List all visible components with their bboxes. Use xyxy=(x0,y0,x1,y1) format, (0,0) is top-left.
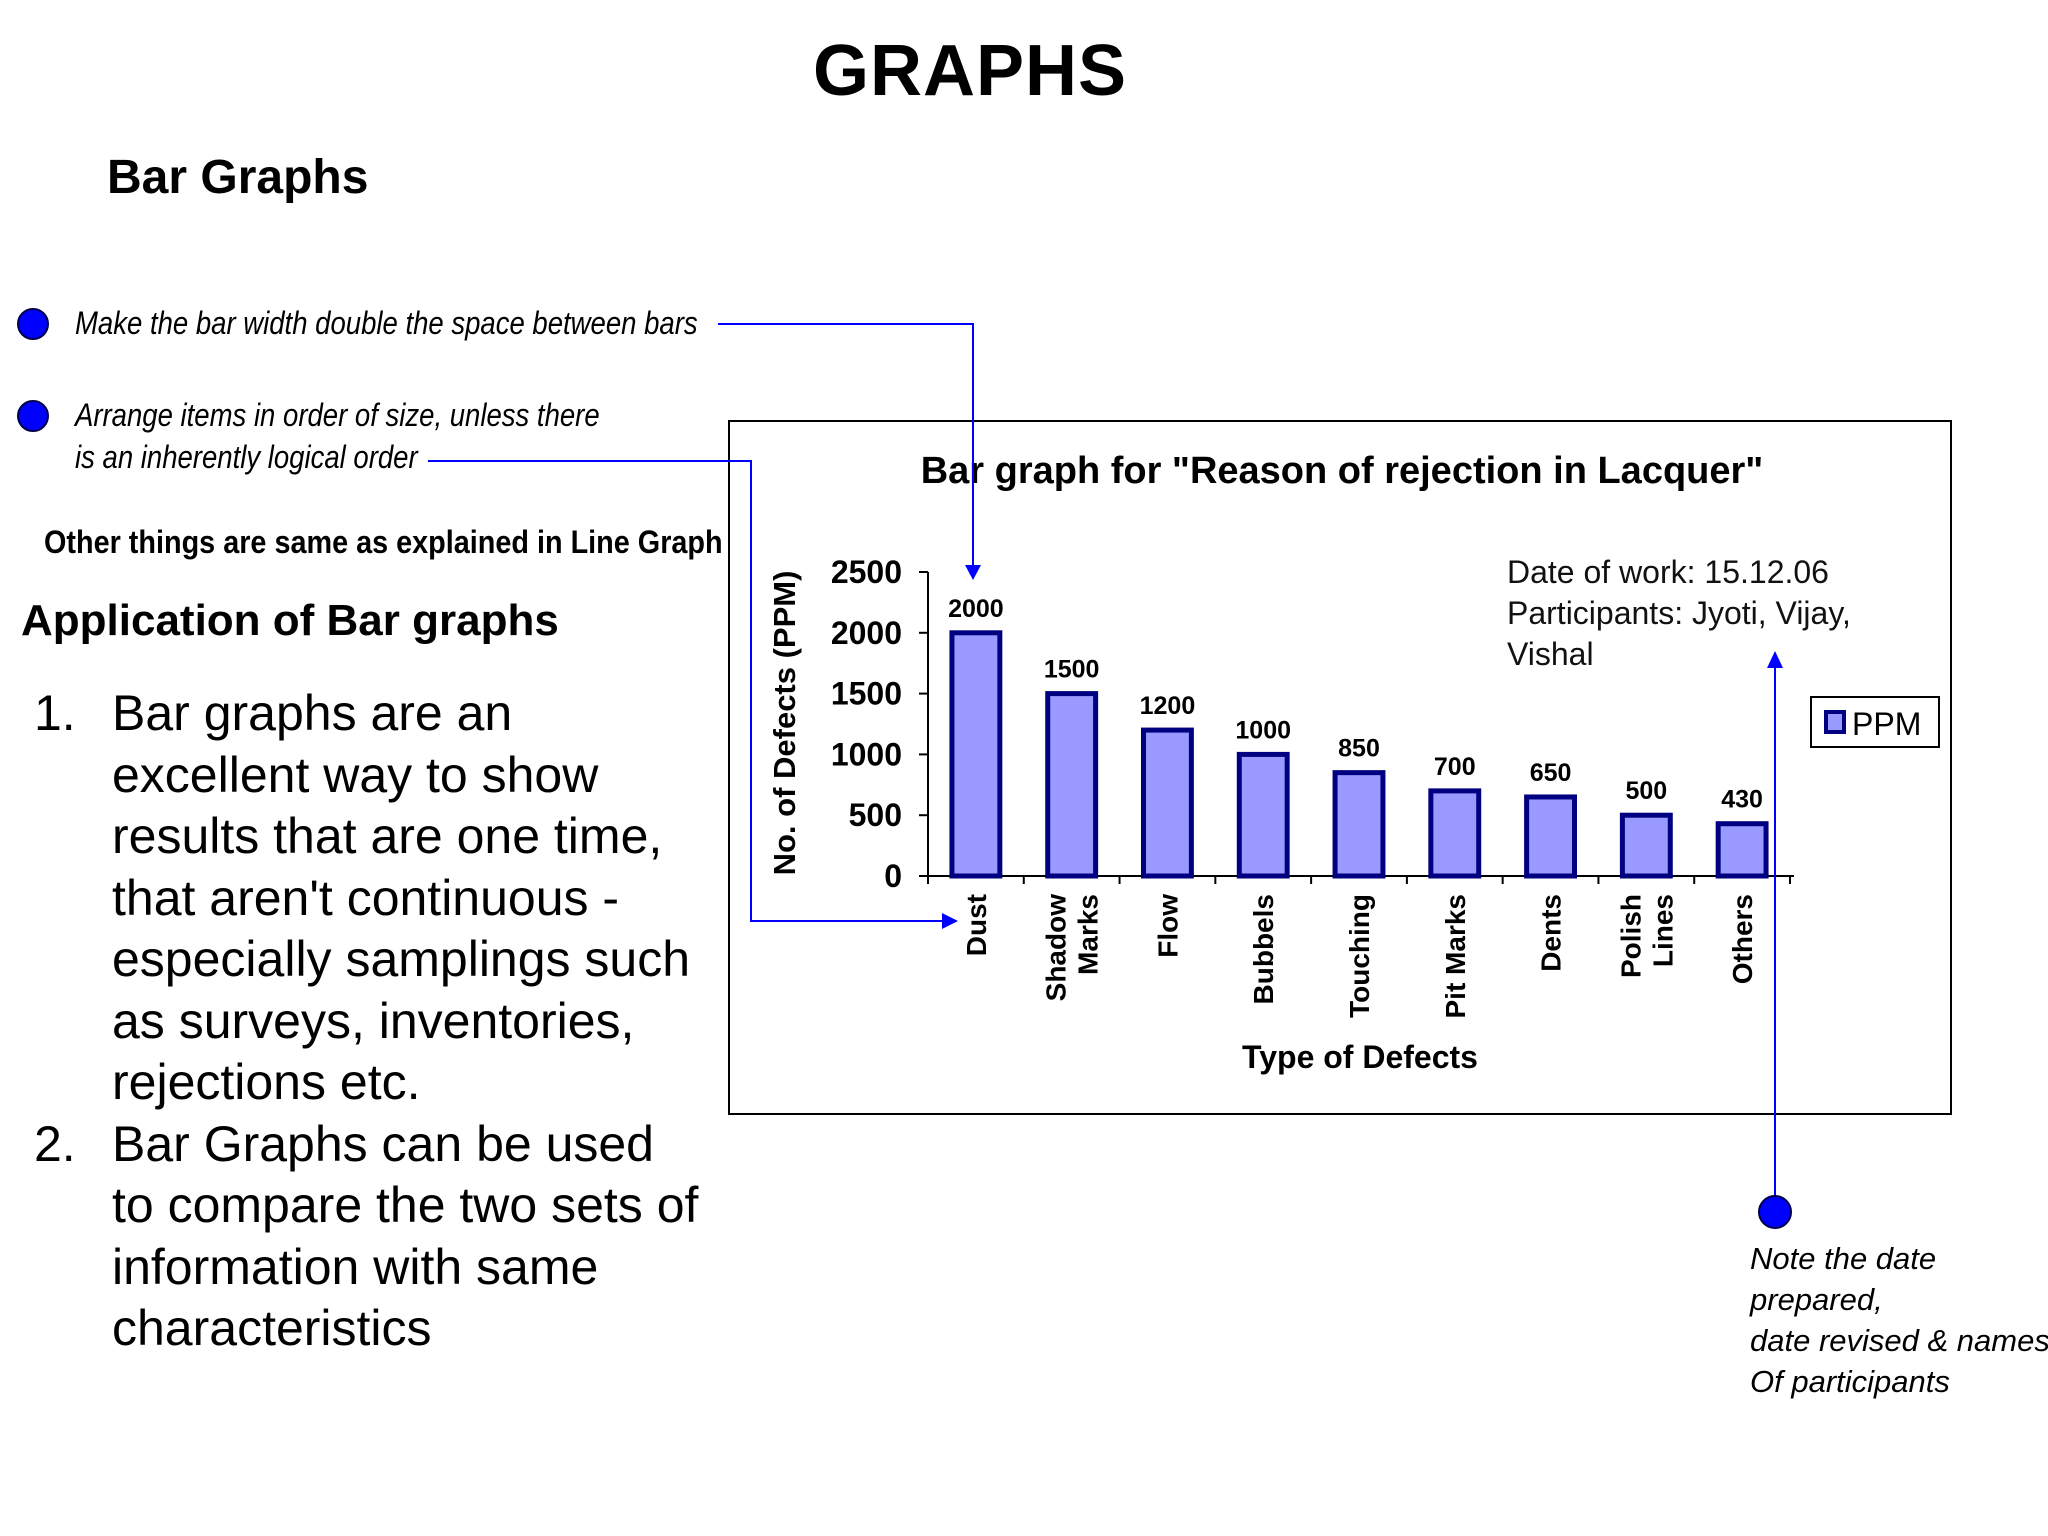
data-label: 650 xyxy=(1530,759,1572,787)
list-number: 2. xyxy=(34,1115,76,1172)
bullet-dot-icon xyxy=(17,400,49,432)
y-tick-label: 500 xyxy=(849,797,902,833)
y-tick-label: 1000 xyxy=(831,736,902,772)
x-tick-label: Dust xyxy=(961,894,992,956)
list-item: 1. Bar graphs are an excellent way to sh… xyxy=(30,683,730,1114)
annotation-line: Date of work: 15.12.06 xyxy=(1507,554,1829,590)
bar xyxy=(1141,727,1194,879)
connector-line xyxy=(718,323,974,570)
tip-order-line: Arrange items in order of size, unless t… xyxy=(75,397,600,433)
bar xyxy=(949,630,1003,879)
y-tick-label: 2000 xyxy=(831,615,902,651)
bar xyxy=(1715,821,1769,879)
bar xyxy=(1524,794,1577,879)
note-line: Of participants xyxy=(1750,1364,1950,1399)
list-line: characteristics xyxy=(112,1300,432,1356)
bar xyxy=(1332,770,1386,879)
data-label: 1500 xyxy=(1044,656,1100,684)
x-tick-label: Others xyxy=(1727,894,1758,984)
data-label: 1000 xyxy=(1235,716,1291,744)
data-label: 1200 xyxy=(1140,692,1196,720)
x-tick-label: Dents xyxy=(1536,894,1567,972)
bullet-dot-icon xyxy=(17,308,49,340)
annotation-line: Vishal xyxy=(1507,636,1594,672)
tip-order: Arrange items in order of size, unless t… xyxy=(75,394,600,478)
bar xyxy=(1236,751,1290,879)
connector-line xyxy=(428,460,945,922)
note-text: Note the date prepared, date revised & n… xyxy=(1750,1238,2048,1402)
legend-label: PPM xyxy=(1852,706,1921,742)
x-tick-label: Pit Marks xyxy=(1440,894,1471,1019)
note-line: date revised & names xyxy=(1750,1323,2048,1358)
x-tick-label: Shadow xyxy=(1041,894,1072,1002)
page-title: GRAPHS xyxy=(812,31,1128,111)
x-tick-label: Touching xyxy=(1344,894,1375,1018)
x-axis-label: Type of Defects xyxy=(1242,1039,1478,1075)
x-tick-label: Bubbels xyxy=(1248,894,1279,1004)
y-tick-label: 2500 xyxy=(831,554,902,590)
x-tick-label: Flow xyxy=(1152,894,1183,958)
section-title: Bar Graphs xyxy=(107,151,369,204)
bar xyxy=(1619,812,1673,879)
list-line: that aren't continuous - xyxy=(112,869,620,926)
arrowhead-icon xyxy=(1767,651,1783,668)
application-list: 1. Bar graphs are an excellent way to sh… xyxy=(30,683,730,1360)
data-label: 430 xyxy=(1721,786,1763,814)
tip-bar-width: Make the bar width double the space betw… xyxy=(75,305,698,341)
data-label: 2000 xyxy=(948,595,1004,623)
x-tick-label: Lines xyxy=(1647,894,1678,967)
y-axis-label: No. of Defects (PPM) xyxy=(767,571,802,876)
arrowhead-icon xyxy=(965,565,981,580)
note-dot-icon xyxy=(1758,1195,1792,1229)
list-line: Bar graphs are an xyxy=(112,685,513,741)
x-tick-label: Polish xyxy=(1615,894,1646,978)
other-note: Other things are same as explained in Li… xyxy=(44,524,723,560)
legend-swatch xyxy=(1824,710,1846,734)
list-item: 2. Bar Graphs can be used to compare the… xyxy=(30,1114,730,1360)
list-line: results that are one time, xyxy=(112,808,663,864)
data-label: 850 xyxy=(1338,735,1380,763)
list-line: information with same xyxy=(112,1238,599,1295)
list-line: Bar Graphs can be used xyxy=(112,1115,654,1172)
list-line: rejections etc. xyxy=(112,1054,421,1110)
list-line: excellent way to show xyxy=(112,746,599,803)
bar xyxy=(1045,691,1099,879)
list-number: 1. xyxy=(34,685,76,741)
list-line: as surveys, inventories, xyxy=(112,992,635,1049)
y-tick-label: 0 xyxy=(884,858,902,894)
arrowhead-icon xyxy=(942,913,958,929)
annotation-line: Participants: Jyoti, Vijay, xyxy=(1507,595,1851,631)
x-tick-label: Marks xyxy=(1073,894,1104,975)
tip-order-line: is an inherently logical order xyxy=(75,439,418,475)
application-title: Application of Bar graphs xyxy=(21,596,559,645)
data-label: 700 xyxy=(1434,753,1476,781)
chart-title: Bar graph for "Reason of rejection in La… xyxy=(921,450,1764,492)
legend: PPM xyxy=(1810,696,1940,748)
list-line: especially samplings such xyxy=(112,931,691,987)
bar xyxy=(1428,788,1482,879)
data-label: 500 xyxy=(1625,777,1667,805)
list-line: to compare the two sets of xyxy=(112,1177,699,1233)
note-line: Note the date prepared, xyxy=(1750,1241,1937,1317)
chart-frame xyxy=(728,420,1952,1115)
y-tick-label: 1500 xyxy=(831,676,902,712)
